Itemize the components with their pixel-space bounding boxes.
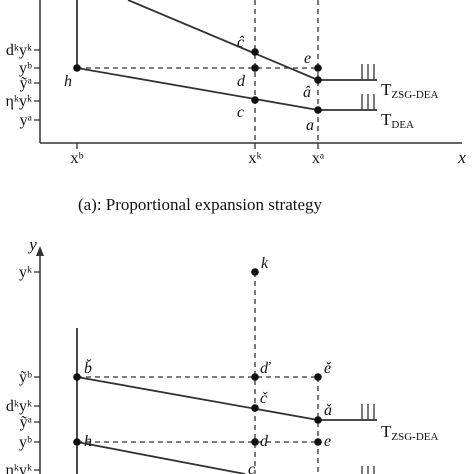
panel-b-label-e-check: ě (324, 360, 332, 377)
panel-b-label-e: e (324, 433, 331, 450)
panel-a-label-a-hat: â (303, 84, 311, 101)
panel-a-label-d: d (237, 73, 246, 90)
panel-a-point-c-hat (251, 48, 259, 56)
panel-a-point-d (251, 64, 259, 72)
panel-b-ytick-label-yk: yᵏ (19, 264, 32, 281)
panel-a-point-a (314, 106, 322, 114)
panel-a-ytick-label-ytilde-a: ỹᵃ (20, 75, 33, 92)
panel-b-point-a-check (314, 416, 322, 424)
panel-a-caption: (a): Proportional expansion strategy (78, 195, 323, 214)
panel-a-label-e: e (304, 50, 311, 67)
panel-b-ytick-label-ytilde-a: ỹᵃ (20, 414, 33, 431)
panel-a-ytick-label-etakyk: ηᵏyᵏ (6, 93, 32, 110)
panel-b: y yᵏ ỹᵇ dᵏyᵏ ỹᵃ yᵇ ηᵏyᵏ (6, 235, 438, 474)
panel-a-dea-frontier-segment (76, 67, 319, 111)
panel-b-point-k (251, 268, 259, 276)
panel-b-label-d: d (260, 433, 269, 450)
panel-b-label-t-zsg-dea: TZSG-DEA (381, 422, 438, 443)
panel-a-point-a-hat (314, 76, 322, 84)
panel-b-point-c-check (251, 404, 259, 412)
panel-b-zsg-frontier-segment (76, 376, 319, 421)
panel-a-xtick-label-xa: xᵃ (312, 150, 325, 167)
panel-b-label-k: k (261, 255, 269, 272)
panel-a-zsg-frontier-segment (127, 0, 319, 81)
panel-b-zsg-hatch-marks (361, 404, 375, 420)
panel-a-x-axis-label: x (457, 148, 466, 167)
panel-b-ytick-label-etakyk: ηᵏyᵏ (6, 462, 32, 474)
panel-b-ytick-label-ytilde-b: ỹᵇ (19, 369, 32, 386)
panel-b-point-h (73, 438, 81, 446)
panel-b-point-b-check (73, 373, 81, 381)
panel-a-ytick-label-ya: yᵃ (20, 112, 33, 129)
panel-b-dea-frontier-segment (76, 441, 246, 474)
panel-a-point-c (251, 96, 259, 104)
panel-a-label-t-zsg-dea: TZSG-DEA (381, 80, 438, 101)
panel-a-point-e (314, 64, 322, 72)
panel-b-point-d (251, 438, 259, 446)
panel-b-y-axis-arrow (36, 246, 44, 256)
panel-a-label-a: a (306, 117, 314, 134)
panel-a-point-h (73, 64, 81, 72)
panel-b-ytick-label-dkyk: dᵏyᵏ (6, 398, 32, 415)
panel-a-label-c-hat: ĉ (237, 34, 245, 51)
panel-b-point-e-check (314, 373, 322, 381)
panel-b-label-d-check: ď (260, 360, 271, 377)
panel-a-label-t-dea: TDEA (381, 110, 414, 131)
panel-b-ytick-label-yb: yᵇ (19, 434, 32, 451)
panel-a: dᵏyᵏ yᵇ ỹᵃ ηᵏyᵏ yᵃ xᵇ xᵏ xᵃ x (6, 0, 466, 214)
panel-b-label-c: c (248, 461, 255, 474)
panel-a-ytick-label-yb: yᵇ (19, 60, 32, 77)
panel-b-dea-hatch-marks (361, 466, 375, 474)
panel-b-label-a-check: ǎ (324, 402, 332, 419)
panel-a-label-h: h (64, 73, 72, 90)
panel-b-label-c-check: č (260, 390, 268, 407)
panel-a-ytick-label-dkyk: dᵏyᵏ (6, 42, 32, 59)
panel-b-point-e (314, 438, 322, 446)
panel-b-y-axis-label: y (27, 235, 37, 254)
panel-a-label-c: c (237, 104, 244, 121)
panel-a-xtick-label-xb: xᵇ (71, 150, 84, 167)
panel-b-label-b-check: b̌ (84, 358, 92, 377)
panel-a-dea-hatch-marks (361, 94, 375, 110)
panel-a-xtick-label-xk: xᵏ (248, 150, 261, 167)
panel-a-zsg-hatch-marks (361, 64, 375, 80)
panel-b-label-h: h (84, 433, 92, 450)
panel-b-point-d-check (251, 373, 259, 381)
